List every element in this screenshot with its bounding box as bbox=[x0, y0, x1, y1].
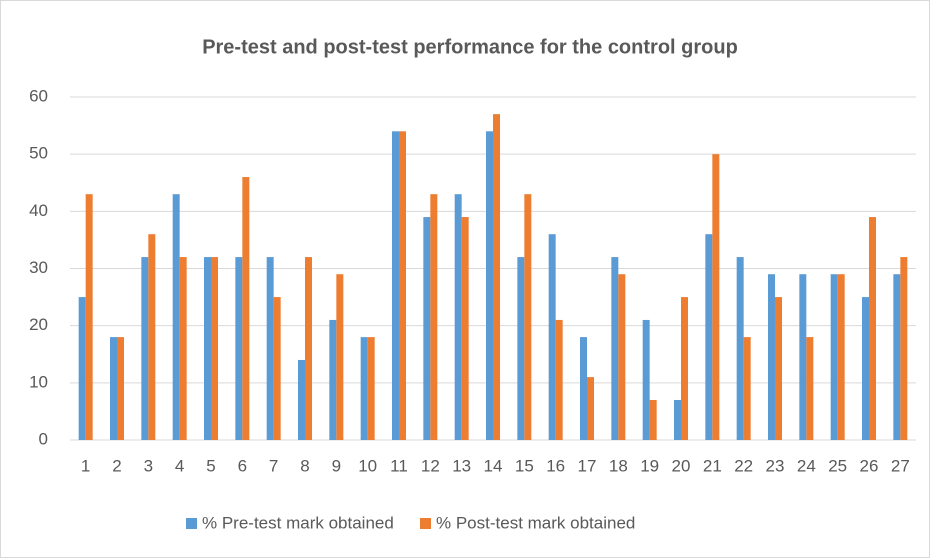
bar bbox=[900, 257, 908, 440]
x-tick-label: 15 bbox=[515, 456, 534, 475]
y-tick-label: 40 bbox=[29, 201, 48, 220]
bar bbox=[148, 234, 156, 440]
bar bbox=[399, 131, 406, 441]
bar bbox=[367, 337, 375, 440]
bar bbox=[775, 297, 782, 440]
x-tick-label: 18 bbox=[609, 456, 628, 475]
x-tick-label: 6 bbox=[238, 456, 247, 475]
bar bbox=[869, 217, 876, 440]
x-tick-label: 27 bbox=[891, 456, 910, 475]
bar bbox=[454, 194, 462, 440]
bar bbox=[768, 274, 775, 440]
bar bbox=[642, 319, 650, 440]
x-tick-label: 7 bbox=[269, 456, 278, 475]
bar bbox=[329, 319, 337, 440]
bar bbox=[712, 154, 720, 440]
x-tick-label: 13 bbox=[452, 456, 471, 475]
bar bbox=[392, 131, 399, 441]
bar bbox=[273, 297, 281, 440]
bar bbox=[336, 274, 344, 440]
legend-label: % Pre-test mark obtained bbox=[202, 513, 394, 532]
x-tick-label: 1 bbox=[81, 456, 90, 475]
bar bbox=[830, 274, 838, 440]
x-tick-label: 14 bbox=[484, 456, 503, 475]
bar bbox=[461, 217, 469, 440]
bar bbox=[548, 234, 556, 440]
bar bbox=[674, 399, 681, 440]
x-tick-label: 10 bbox=[358, 456, 377, 475]
bar bbox=[736, 257, 744, 440]
bar bbox=[242, 177, 250, 441]
bar bbox=[172, 194, 180, 440]
x-tick-label: 17 bbox=[578, 456, 597, 475]
bar bbox=[360, 337, 368, 440]
x-tick-label: 12 bbox=[421, 456, 440, 475]
x-tick-label: 16 bbox=[546, 456, 565, 475]
bar bbox=[110, 337, 117, 440]
y-tick-label: 50 bbox=[29, 144, 48, 163]
x-tick-label: 22 bbox=[734, 456, 753, 475]
bar bbox=[618, 274, 626, 440]
bar bbox=[78, 297, 86, 440]
x-tick-label: 9 bbox=[332, 456, 341, 475]
y-tick-label: 10 bbox=[29, 372, 48, 391]
x-tick-label: 19 bbox=[640, 456, 659, 475]
bar bbox=[423, 217, 431, 440]
bar bbox=[141, 257, 149, 440]
bar bbox=[705, 234, 713, 440]
y-tick-label: 0 bbox=[39, 429, 48, 448]
bar bbox=[486, 131, 493, 441]
x-tick-label: 8 bbox=[300, 456, 309, 475]
legend-label: % Post-test mark obtained bbox=[436, 513, 635, 532]
x-tick-label: 11 bbox=[390, 456, 408, 475]
bar bbox=[587, 377, 594, 440]
chart-title: Pre-test and post-test performance for t… bbox=[202, 36, 738, 58]
bar bbox=[266, 257, 274, 440]
bar bbox=[85, 194, 93, 440]
bar bbox=[204, 257, 211, 440]
bar bbox=[117, 337, 124, 440]
bar bbox=[179, 257, 187, 440]
bar bbox=[524, 194, 532, 440]
bar bbox=[799, 274, 807, 440]
x-tick-label: 26 bbox=[860, 456, 879, 475]
y-tick-label: 60 bbox=[29, 86, 48, 105]
bar bbox=[493, 114, 500, 441]
x-tick-label: 20 bbox=[672, 456, 691, 475]
bar bbox=[430, 194, 438, 440]
bar bbox=[681, 297, 688, 440]
x-tick-label: 21 bbox=[703, 456, 722, 475]
bar bbox=[649, 399, 657, 440]
y-tick-label: 30 bbox=[29, 258, 48, 277]
bar bbox=[517, 257, 525, 440]
x-tick-label: 4 bbox=[175, 456, 184, 475]
bar bbox=[298, 359, 305, 440]
bar bbox=[743, 337, 751, 440]
y-tick-label: 20 bbox=[29, 315, 48, 334]
bar bbox=[893, 274, 901, 440]
bar bbox=[211, 257, 218, 440]
x-tick-label: 24 bbox=[797, 456, 816, 475]
legend-swatch bbox=[186, 518, 197, 529]
bar bbox=[555, 319, 563, 440]
x-tick-label: 23 bbox=[766, 456, 785, 475]
bar bbox=[305, 257, 312, 440]
bar bbox=[837, 274, 845, 440]
bar bbox=[580, 337, 587, 440]
bar bbox=[862, 297, 869, 440]
x-tick-label: 2 bbox=[112, 456, 121, 475]
bar bbox=[235, 257, 243, 440]
bar bbox=[806, 337, 814, 440]
x-tick-label: 5 bbox=[206, 456, 215, 475]
bar bbox=[611, 257, 619, 440]
legend-swatch bbox=[420, 518, 431, 529]
x-tick-label: 3 bbox=[144, 456, 153, 475]
x-tick-label: 25 bbox=[828, 456, 847, 475]
